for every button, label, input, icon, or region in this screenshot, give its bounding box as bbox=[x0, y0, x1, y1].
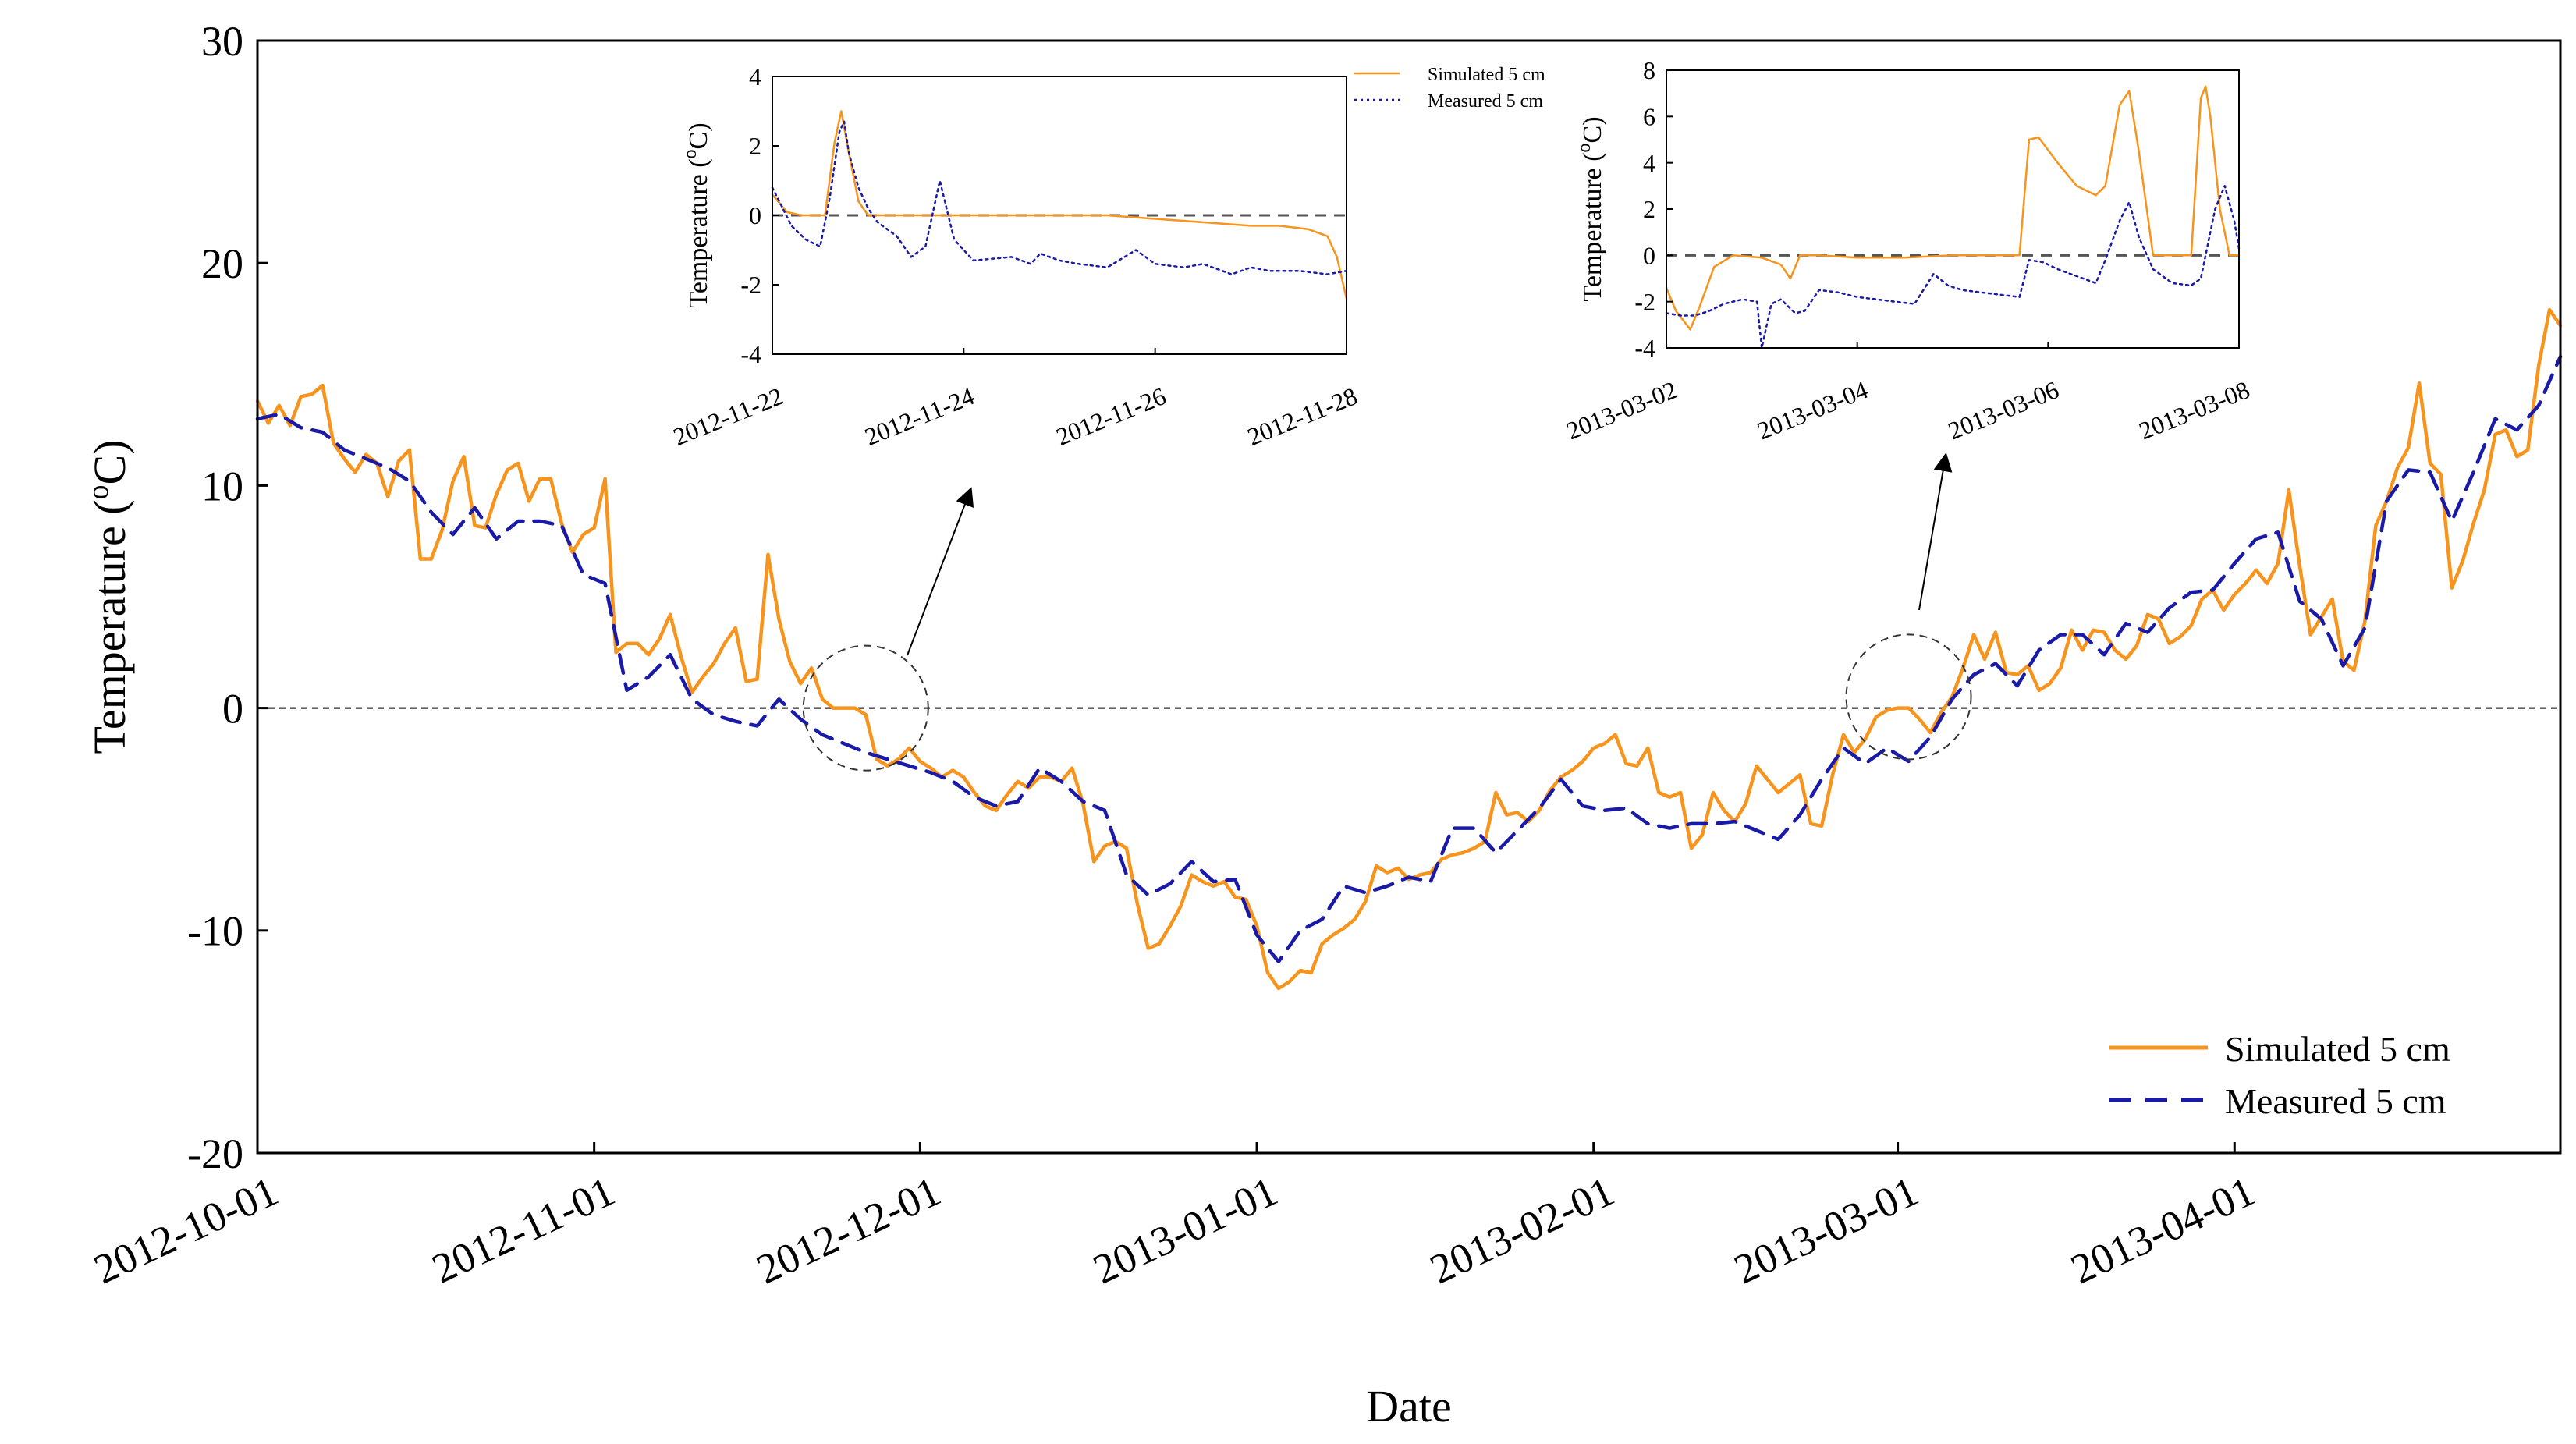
mar-x-tick-label: 2013-03-04 bbox=[1753, 375, 1872, 445]
nov-y-tick-label: 0 bbox=[749, 201, 761, 229]
inset-mar-series-group bbox=[1665, 85, 2241, 349]
main-x-tick-label: 2013-04-01 bbox=[2064, 1167, 2262, 1293]
main-x-tick-label: 2013-03-01 bbox=[1727, 1167, 1925, 1293]
main-x-tick-label: 2012-11-01 bbox=[425, 1167, 622, 1292]
main-plot-frame bbox=[256, 39, 2562, 1155]
inset-legend-simulated-label: Simulated 5 cm bbox=[1428, 65, 1545, 85]
mar-series-measured bbox=[1665, 185, 2241, 349]
mar-y-tick-label: 0 bbox=[1643, 242, 1655, 270]
main-series-simulated bbox=[255, 307, 2563, 991]
mar-x-tick-label: 2013-03-02 bbox=[1563, 375, 1681, 445]
highlight-circle-1 bbox=[802, 644, 929, 772]
nov-y-tick-label: 2 bbox=[749, 132, 761, 160]
main-y-axis: 30 20 10 0 -10 -20 bbox=[187, 18, 268, 1177]
highlight-circles bbox=[802, 633, 1972, 772]
main-x-axis-label: Date bbox=[1366, 1381, 1452, 1432]
inset-chart-november: 420-2-4 2012-11-22 2012-11-24 2012-11-26 20… bbox=[669, 62, 1545, 451]
highlight-circle-2 bbox=[1845, 633, 1972, 761]
mar-series-simulated bbox=[1665, 85, 2241, 331]
mar-y-tick-label: -2 bbox=[1634, 288, 1655, 316]
nov-x-tick-label: 2012-11-26 bbox=[1052, 381, 1169, 451]
mar-y-tick-label: 6 bbox=[1643, 103, 1655, 131]
nov-y-tick-label: -4 bbox=[740, 340, 761, 368]
main-y-tick-label: 10 bbox=[201, 463, 243, 509]
main-y-axis-label: Temperature (oC) bbox=[82, 439, 135, 754]
main-x-tick-label: 2013-02-01 bbox=[1423, 1167, 1621, 1293]
nov-y-tick-label: -2 bbox=[740, 271, 761, 299]
nov-series-simulated bbox=[771, 110, 1348, 300]
nov-x-tick-label: 2012-11-28 bbox=[1244, 381, 1361, 451]
inset-mar-x-axis: 2013-03-02 2013-03-04 2013-03-06 2013-03-08 bbox=[1563, 342, 2254, 445]
nov-y-tick-label: 4 bbox=[749, 62, 761, 90]
mar-y-tick-label: 2 bbox=[1643, 195, 1655, 223]
mar-y-tick-label: 8 bbox=[1643, 56, 1655, 84]
inset-mar-y-axis: 8 6 4 2 0 -2 -4 bbox=[1634, 56, 1673, 362]
mar-y-tick-label: 4 bbox=[1643, 149, 1655, 177]
mar-y-tick-label: -4 bbox=[1634, 334, 1655, 362]
main-y-tick-label: 0 bbox=[222, 686, 243, 733]
main-x-axis: 2012-10-01 2012-11-01 2012-12-01 2013-01-01… bbox=[87, 1142, 2262, 1293]
legend-measured-label: Measured 5 cm bbox=[2225, 1081, 2446, 1121]
nov-x-tick-label: 2012-11-22 bbox=[669, 381, 787, 451]
mar-x-tick-label: 2013-03-08 bbox=[2135, 375, 2254, 445]
inset-nov-y-axis-label: Temperature (oC) bbox=[680, 122, 713, 307]
main-y-tick-label: 20 bbox=[201, 240, 243, 287]
arrow-to-inset-nov bbox=[907, 487, 974, 656]
main-legend: Simulated 5 cm Measured 5 cm bbox=[2109, 1029, 2450, 1121]
arrow-to-inset-mar bbox=[1918, 452, 1953, 611]
nov-series-measured bbox=[771, 120, 1348, 275]
legend-simulated-label: Simulated 5 cm bbox=[2225, 1029, 2450, 1069]
main-y-tick-label: 30 bbox=[201, 18, 243, 65]
inset-mar-y-axis-label: Temperature (oC) bbox=[1574, 116, 1607, 301]
inset-nov-legend: Simulated 5 cm Measured 5 cm bbox=[1354, 65, 1545, 112]
inset-nov-series-group bbox=[771, 110, 1348, 300]
main-x-tick-label: 2013-01-01 bbox=[1086, 1167, 1284, 1293]
mar-x-tick-label: 2013-03-06 bbox=[1944, 375, 2063, 445]
main-series-group bbox=[255, 307, 2563, 991]
nov-x-tick-label: 2012-11-24 bbox=[860, 381, 978, 451]
main-x-tick-label: 2012-10-01 bbox=[87, 1167, 285, 1293]
main-y-tick-label: -10 bbox=[187, 908, 243, 955]
inset-chart-march: 8 6 4 2 0 -2 -4 2013-03-02 2013-03-04 2013-03-06… bbox=[1563, 56, 2254, 445]
main-x-tick-label: 2012-12-01 bbox=[750, 1167, 948, 1293]
main-series-measured bbox=[255, 354, 2563, 963]
inset-mar-background bbox=[1666, 70, 2239, 348]
main-y-tick-label: -20 bbox=[187, 1130, 243, 1177]
inset-legend-measured-label: Measured 5 cm bbox=[1428, 91, 1543, 112]
inset-nov-x-axis: 2012-11-22 2012-11-24 2012-11-26 2012-11-28 bbox=[669, 348, 1361, 451]
inset-nov-y-axis: 4 2 0 -2 -4 bbox=[740, 62, 779, 368]
